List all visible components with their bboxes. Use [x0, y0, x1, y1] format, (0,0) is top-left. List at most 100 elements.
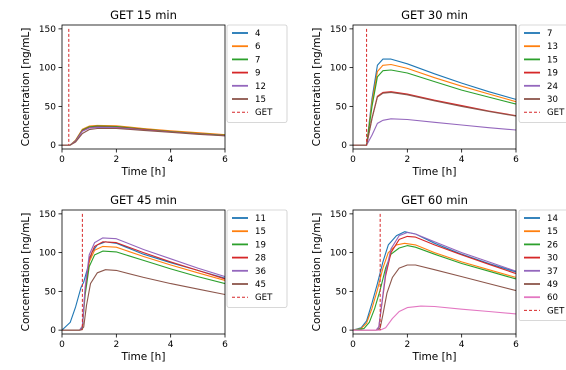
y-tick-label: 150: [330, 210, 347, 220]
legend-label-15: 15: [547, 55, 558, 65]
legend-label-30: 30: [547, 95, 558, 105]
legend-label-19: 19: [255, 240, 266, 250]
legend: 11 15 19 28 36 45 GET: [226, 209, 288, 308]
series-line-19: [353, 91, 516, 146]
y-tick-label: 0: [50, 141, 56, 151]
x-axis-label: Time [h]: [412, 166, 457, 178]
y-tick-label: 150: [330, 25, 347, 35]
legend: 14 15 26 30 37 49 60 GET: [518, 209, 566, 321]
legend-label-9: 9: [255, 69, 260, 79]
axes-frame: [61, 209, 226, 335]
series-line-30: [353, 91, 516, 146]
series-line-49: [353, 264, 516, 331]
y-tick-label: 150: [39, 210, 56, 220]
y-tick-label: 50: [336, 287, 348, 297]
y-axis-label: Concentration [ng/mL]: [20, 213, 32, 332]
series-line-19: [62, 250, 225, 331]
legend-label-GET: GET: [255, 293, 273, 303]
chart-title: GET 45 min: [110, 193, 177, 207]
y-axis-label: Concentration [ng/mL]: [311, 213, 323, 332]
legend-label-19: 19: [547, 69, 558, 79]
legend-box: [226, 209, 288, 308]
x-tick-label: 6: [222, 155, 228, 165]
legend-label-36: 36: [255, 267, 266, 277]
x-tick-label: 6: [513, 155, 519, 165]
x-axis-label: Time [h]: [121, 351, 166, 363]
legend-label-6: 6: [255, 42, 260, 52]
series-group: [353, 231, 516, 331]
legend-label-13: 13: [547, 42, 558, 52]
series-line-15: [353, 69, 516, 146]
x-tick-label: 0: [59, 155, 65, 165]
legend-box: [518, 24, 566, 123]
legend-label-37: 37: [547, 267, 558, 277]
legend-box: [518, 209, 566, 321]
axes-frame: [352, 24, 517, 150]
legend-label-28: 28: [255, 254, 266, 264]
y-tick-label: 100: [330, 64, 347, 74]
legend-label-14: 14: [547, 214, 558, 224]
legend-label-12: 12: [255, 82, 266, 92]
legend-label-30: 30: [547, 254, 558, 264]
y-tick-label: 0: [50, 326, 56, 336]
axes-frame: [61, 24, 226, 150]
series-line-15: [62, 127, 225, 146]
legend-label-GET: GET: [547, 306, 565, 316]
x-tick-label: 2: [404, 340, 410, 350]
legend: 4 6 7 9 12 15 GET: [226, 24, 288, 123]
legend-label-15: 15: [255, 227, 266, 237]
chart-panel-3: GET 45 min 0 2 4 6 0 50 100 150 Time [h] Concentra…: [20, 193, 288, 363]
series-group: [62, 237, 225, 331]
x-axis-label: Time [h]: [412, 351, 457, 363]
legend-label-7: 7: [547, 29, 552, 39]
x-tick-label: 6: [222, 340, 228, 350]
x-tick-label: 0: [350, 155, 356, 165]
x-tick-label: 2: [113, 155, 119, 165]
chart-panel-1: GET 15 min 0 2 4 6 0 50 100 150 Time [h] Concentra…: [20, 8, 288, 178]
y-tick-label: 50: [45, 287, 57, 297]
x-tick-label: 4: [459, 340, 465, 350]
y-axis-label: Concentration [ng/mL]: [311, 28, 323, 147]
legend: 7 13 15 19 24 30 GET: [518, 24, 566, 123]
legend-label-26: 26: [547, 240, 558, 250]
series-line-14: [353, 231, 516, 331]
series-group: [353, 58, 516, 146]
chart-title: GET 60 min: [401, 193, 468, 207]
y-tick-label: 100: [39, 249, 56, 259]
series-line-45: [62, 269, 225, 331]
x-tick-label: 2: [113, 340, 119, 350]
series-line-60: [353, 305, 516, 331]
x-axis-label: Time [h]: [121, 166, 166, 178]
legend-label-11: 11: [255, 214, 266, 224]
y-tick-label: 50: [336, 102, 348, 112]
chart-panel-2: GET 30 min 0 2 4 6 0 50 100 150 Time [h] Concentra…: [311, 8, 566, 178]
y-tick-label: 100: [39, 64, 56, 74]
x-tick-label: 0: [59, 340, 65, 350]
x-tick-label: 4: [168, 340, 174, 350]
y-tick-label: 150: [39, 25, 56, 35]
y-axis-label: Concentration [ng/mL]: [20, 28, 32, 147]
chart-title: GET 15 min: [110, 8, 177, 22]
x-tick-label: 4: [168, 155, 174, 165]
legend-label-GET: GET: [547, 108, 565, 118]
chart-title: GET 30 min: [401, 8, 468, 22]
y-tick-label: 0: [341, 141, 347, 151]
legend-label-24: 24: [547, 82, 558, 92]
series-line-15: [353, 242, 516, 331]
series-line-24: [353, 118, 516, 146]
y-tick-label: 100: [330, 249, 347, 259]
legend-box: [226, 24, 288, 123]
legend-label-15: 15: [547, 227, 558, 237]
series-line-37: [353, 231, 516, 331]
series-line-36: [62, 237, 225, 331]
y-tick-label: 50: [45, 102, 57, 112]
legend-label-45: 45: [255, 280, 266, 290]
legend-label-7: 7: [255, 55, 260, 65]
x-tick-label: 2: [404, 155, 410, 165]
legend-label-49: 49: [547, 280, 558, 290]
series-line-11: [62, 241, 225, 331]
y-tick-label: 0: [341, 326, 347, 336]
series-line-26: [353, 245, 516, 331]
